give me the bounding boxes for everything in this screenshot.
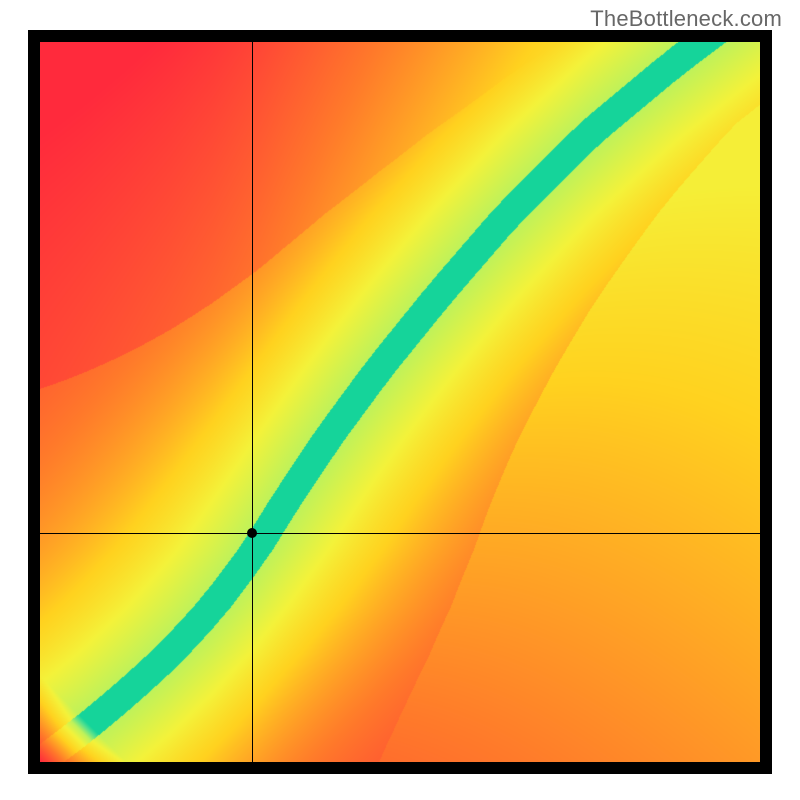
heatmap-canvas bbox=[40, 42, 760, 762]
crosshair-horizontal bbox=[40, 533, 760, 534]
watermark-text: TheBottleneck.com bbox=[590, 6, 782, 32]
crosshair-vertical bbox=[252, 42, 253, 762]
plot-frame bbox=[28, 30, 772, 774]
plot-area bbox=[40, 42, 760, 762]
crosshair-marker bbox=[247, 528, 257, 538]
chart-container: TheBottleneck.com bbox=[0, 0, 800, 800]
